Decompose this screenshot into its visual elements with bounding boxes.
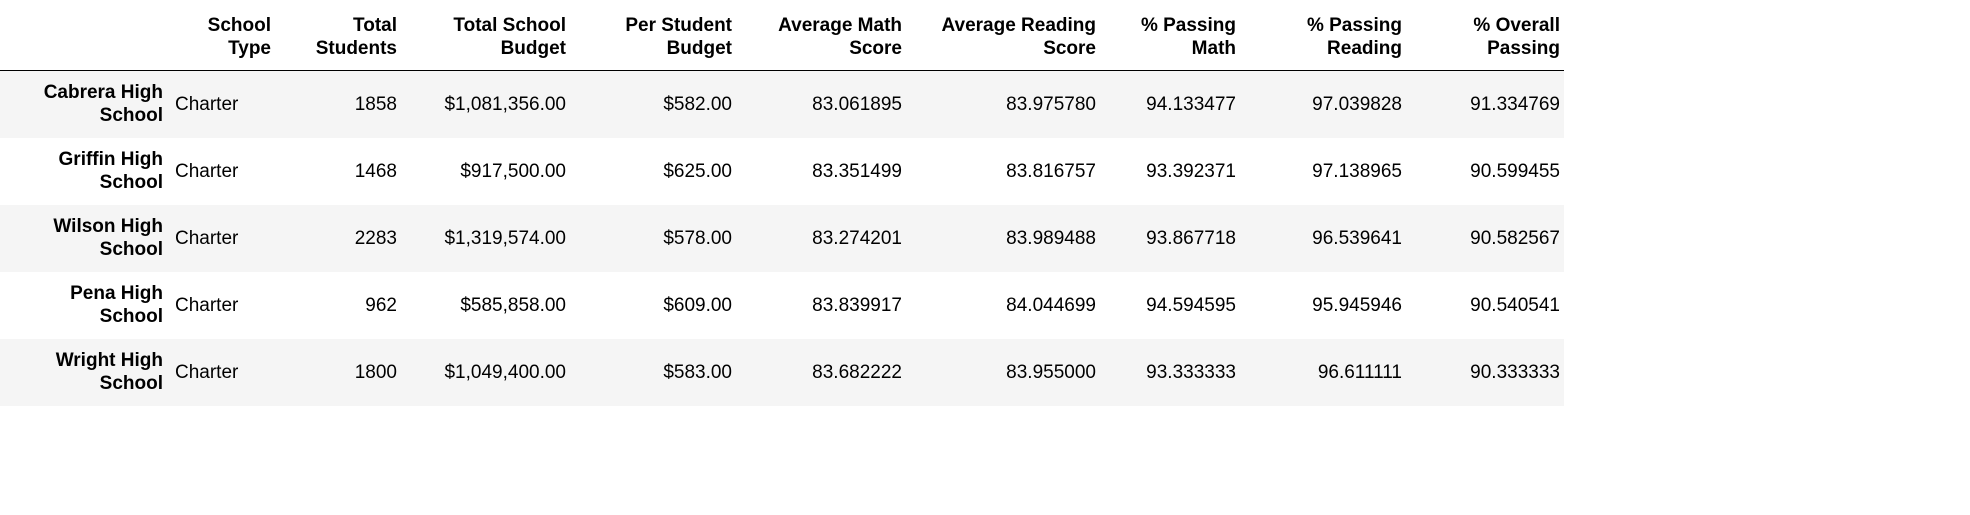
table-row: Griffin High School Charter 1468 $917,50… [0,138,1564,205]
cell-school-type: Charter [167,339,275,406]
row-index-school-name: Griffin High School [0,138,167,205]
column-header-average-math-score: Average Math Score [736,0,906,71]
cell-total-students: 1468 [275,138,401,205]
cell-average-reading-score: 83.955000 [906,339,1100,406]
column-header-school-type: School Type [167,0,275,71]
cell-overall-passing: 90.599455 [1406,138,1564,205]
cell-overall-passing: 91.334769 [1406,71,1564,138]
column-header-overall-passing: % Overall Passing [1406,0,1564,71]
cell-total-students: 962 [275,272,401,339]
row-index-school-name: Wright High School [0,339,167,406]
school-summary-table: School Type Total Students Total School … [0,0,1564,406]
index-header [0,0,167,71]
cell-total-school-budget: $1,049,400.00 [401,339,570,406]
cell-total-school-budget: $1,081,356.00 [401,71,570,138]
cell-passing-reading: 96.611111 [1240,339,1406,406]
row-index-school-name: Wilson High School [0,205,167,272]
cell-per-student-budget: $609.00 [570,272,736,339]
row-index-school-name: Pena High School [0,272,167,339]
column-header-per-student-budget: Per Student Budget [570,0,736,71]
column-header-passing-reading: % Passing Reading [1240,0,1406,71]
cell-per-student-budget: $578.00 [570,205,736,272]
cell-school-type: Charter [167,272,275,339]
cell-school-type: Charter [167,71,275,138]
cell-per-student-budget: $582.00 [570,71,736,138]
cell-passing-reading: 96.539641 [1240,205,1406,272]
cell-average-reading-score: 83.816757 [906,138,1100,205]
cell-total-students: 1858 [275,71,401,138]
cell-passing-math: 93.867718 [1100,205,1240,272]
cell-overall-passing: 90.540541 [1406,272,1564,339]
cell-total-school-budget: $585,858.00 [401,272,570,339]
table-header: School Type Total Students Total School … [0,0,1564,71]
cell-average-math-score: 83.351499 [736,138,906,205]
cell-per-student-budget: $625.00 [570,138,736,205]
cell-passing-reading: 95.945946 [1240,272,1406,339]
cell-total-school-budget: $917,500.00 [401,138,570,205]
cell-overall-passing: 90.333333 [1406,339,1564,406]
cell-passing-reading: 97.039828 [1240,71,1406,138]
row-index-school-name: Cabrera High School [0,71,167,138]
cell-average-math-score: 83.682222 [736,339,906,406]
cell-total-students: 1800 [275,339,401,406]
cell-average-reading-score: 83.989488 [906,205,1100,272]
cell-passing-math: 93.392371 [1100,138,1240,205]
cell-school-type: Charter [167,205,275,272]
cell-average-reading-score: 83.975780 [906,71,1100,138]
table-row: Wilson High School Charter 2283 $1,319,5… [0,205,1564,272]
column-header-passing-math: % Passing Math [1100,0,1240,71]
cell-overall-passing: 90.582567 [1406,205,1564,272]
cell-total-students: 2283 [275,205,401,272]
cell-average-math-score: 83.274201 [736,205,906,272]
cell-school-type: Charter [167,138,275,205]
cell-passing-math: 93.333333 [1100,339,1240,406]
cell-per-student-budget: $583.00 [570,339,736,406]
cell-average-math-score: 83.839917 [736,272,906,339]
header-row: School Type Total Students Total School … [0,0,1564,71]
cell-passing-math: 94.133477 [1100,71,1240,138]
cell-average-reading-score: 84.044699 [906,272,1100,339]
table-row: Pena High School Charter 962 $585,858.00… [0,272,1564,339]
table-row: Wright High School Charter 1800 $1,049,4… [0,339,1564,406]
column-header-total-school-budget: Total School Budget [401,0,570,71]
table-row: Cabrera High School Charter 1858 $1,081,… [0,71,1564,138]
table-body: Cabrera High School Charter 1858 $1,081,… [0,71,1564,406]
column-header-total-students: Total Students [275,0,401,71]
cell-passing-math: 94.594595 [1100,272,1240,339]
cell-average-math-score: 83.061895 [736,71,906,138]
cell-total-school-budget: $1,319,574.00 [401,205,570,272]
column-header-average-reading-score: Average Reading Score [906,0,1100,71]
cell-passing-reading: 97.138965 [1240,138,1406,205]
